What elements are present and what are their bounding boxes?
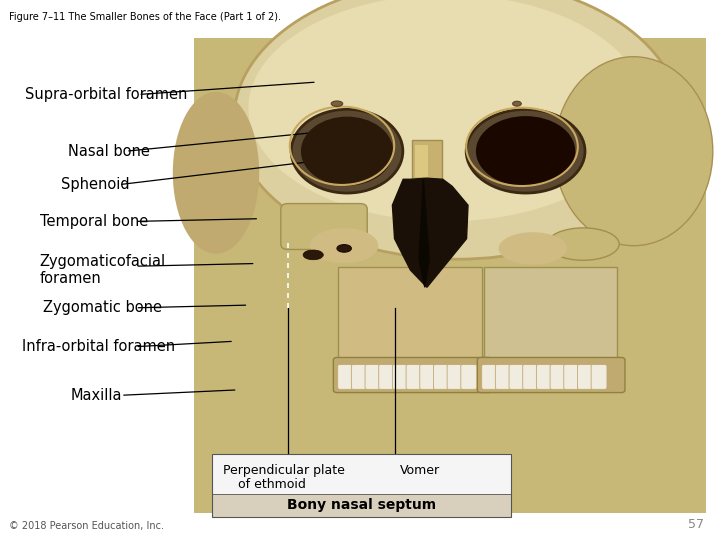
FancyBboxPatch shape (415, 145, 428, 177)
Text: Nasal bone: Nasal bone (68, 144, 150, 159)
FancyBboxPatch shape (365, 364, 381, 389)
Text: Zygomatic bone: Zygomatic bone (43, 300, 162, 315)
FancyBboxPatch shape (484, 267, 617, 381)
Ellipse shape (234, 0, 680, 259)
FancyBboxPatch shape (412, 140, 442, 179)
FancyBboxPatch shape (379, 364, 395, 389)
Ellipse shape (476, 116, 575, 186)
Bar (212, 495, 511, 517)
Text: Vomer: Vomer (400, 464, 440, 477)
FancyBboxPatch shape (351, 364, 367, 389)
Polygon shape (419, 179, 429, 287)
FancyBboxPatch shape (536, 364, 552, 389)
Ellipse shape (248, 0, 644, 221)
FancyBboxPatch shape (482, 364, 498, 389)
Ellipse shape (331, 101, 343, 106)
Text: Temporal bone: Temporal bone (40, 214, 148, 229)
FancyBboxPatch shape (392, 364, 408, 389)
Ellipse shape (310, 228, 379, 263)
FancyBboxPatch shape (564, 364, 580, 389)
Polygon shape (392, 178, 468, 287)
Ellipse shape (303, 250, 323, 260)
Text: Infra-orbital foramen: Infra-orbital foramen (22, 339, 175, 354)
FancyBboxPatch shape (523, 364, 539, 389)
Ellipse shape (173, 92, 259, 254)
FancyBboxPatch shape (591, 364, 607, 389)
Ellipse shape (337, 245, 351, 252)
FancyBboxPatch shape (577, 364, 593, 389)
Text: Bony nasal septum: Bony nasal septum (287, 498, 436, 512)
Ellipse shape (301, 117, 393, 186)
FancyBboxPatch shape (477, 357, 625, 393)
Ellipse shape (547, 228, 619, 260)
Ellipse shape (291, 109, 403, 193)
FancyBboxPatch shape (338, 364, 354, 389)
Text: Figure 7–11 The Smaller Bones of the Face (Part 1 of 2).: Figure 7–11 The Smaller Bones of the Fac… (9, 12, 282, 22)
Ellipse shape (513, 101, 521, 106)
Text: Maxilla: Maxilla (71, 388, 122, 403)
Bar (212, 454, 511, 495)
Ellipse shape (467, 109, 585, 193)
FancyBboxPatch shape (281, 204, 367, 249)
Text: Perpendicular plate: Perpendicular plate (223, 464, 345, 477)
Ellipse shape (498, 232, 567, 265)
FancyBboxPatch shape (194, 38, 706, 513)
Text: © 2018 Pearson Education, Inc.: © 2018 Pearson Education, Inc. (9, 521, 164, 531)
FancyBboxPatch shape (509, 364, 525, 389)
FancyBboxPatch shape (433, 364, 449, 389)
Text: of ethmoid: of ethmoid (238, 478, 305, 491)
Text: Zygomaticofacial
foramen: Zygomaticofacial foramen (40, 254, 166, 286)
FancyBboxPatch shape (338, 267, 482, 381)
Text: Supra-orbital foramen: Supra-orbital foramen (25, 87, 188, 102)
FancyBboxPatch shape (550, 364, 566, 389)
Text: Sphenoid: Sphenoid (61, 177, 130, 192)
FancyBboxPatch shape (420, 364, 436, 389)
FancyBboxPatch shape (495, 364, 511, 389)
Bar (212, 454, 511, 517)
Ellipse shape (554, 57, 713, 246)
FancyBboxPatch shape (461, 364, 477, 389)
FancyBboxPatch shape (333, 357, 492, 393)
FancyBboxPatch shape (406, 364, 422, 389)
Text: 57: 57 (688, 518, 704, 531)
FancyBboxPatch shape (447, 364, 463, 389)
